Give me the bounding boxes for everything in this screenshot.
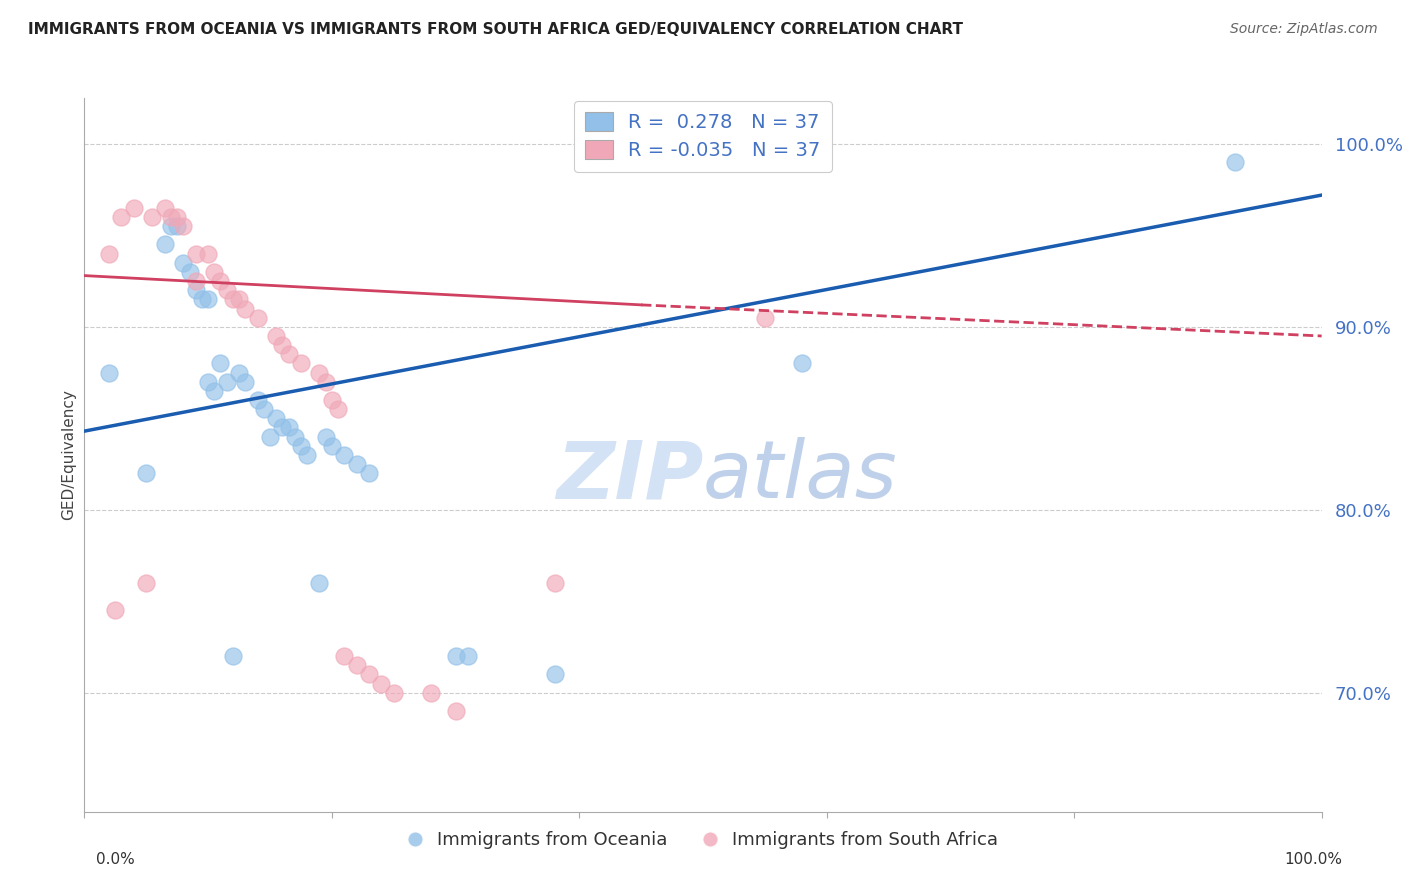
Text: atlas: atlas (703, 437, 898, 516)
Point (754, 310, 776, 325)
Point (543, 576, 565, 591)
Point (284, 429, 307, 443)
Point (233, 375, 256, 389)
Text: ZIP: ZIP (555, 437, 703, 516)
Point (382, 686, 405, 700)
Point (222, 649, 245, 664)
Point (166, 219, 188, 234)
Point (259, 429, 281, 443)
Point (321, 439, 343, 453)
Point (160, 210, 183, 224)
Point (160, 219, 183, 234)
Point (419, 686, 441, 700)
Point (308, 576, 330, 591)
Point (357, 467, 380, 481)
Point (315, 429, 337, 443)
Point (290, 439, 312, 453)
Point (315, 375, 337, 389)
Point (153, 237, 176, 252)
Point (346, 658, 368, 673)
Point (543, 667, 565, 681)
Point (215, 375, 238, 389)
Y-axis label: GED/Equivalency: GED/Equivalency (60, 390, 76, 520)
Point (184, 274, 207, 288)
Point (444, 704, 467, 718)
Point (321, 392, 343, 407)
Text: 0.0%: 0.0% (96, 852, 135, 867)
Point (135, 467, 157, 481)
Point (457, 649, 479, 664)
Point (184, 283, 207, 297)
Point (172, 256, 194, 270)
Point (141, 210, 163, 224)
Point (246, 392, 269, 407)
Point (228, 366, 250, 380)
Point (246, 310, 269, 325)
Point (202, 265, 225, 279)
Point (197, 375, 219, 389)
Point (104, 603, 127, 617)
Point (191, 293, 214, 307)
Point (98, 246, 121, 260)
Point (271, 420, 294, 434)
Point (790, 356, 813, 370)
Point (277, 347, 299, 361)
Point (271, 338, 294, 352)
Point (357, 667, 380, 681)
Point (253, 402, 276, 417)
Text: IMMIGRANTS FROM OCEANIA VS IMMIGRANTS FROM SOUTH AFRICA GED/EQUIVALENCY CORRELAT: IMMIGRANTS FROM OCEANIA VS IMMIGRANTS FR… (28, 22, 963, 37)
Point (209, 356, 232, 370)
Point (153, 201, 176, 215)
Point (1223, 155, 1246, 169)
Point (202, 384, 225, 398)
Legend: Immigrants from Oceania, Immigrants from South Africa: Immigrants from Oceania, Immigrants from… (401, 824, 1005, 856)
Point (98, 366, 121, 380)
Point (166, 210, 188, 224)
Point (308, 366, 330, 380)
Point (333, 649, 356, 664)
Point (444, 649, 467, 664)
Point (135, 576, 157, 591)
Point (333, 448, 356, 462)
Point (197, 246, 219, 260)
Point (370, 676, 392, 690)
Point (209, 274, 232, 288)
Point (179, 265, 201, 279)
Point (228, 293, 250, 307)
Point (264, 411, 287, 425)
Point (215, 283, 238, 297)
Point (197, 293, 219, 307)
Point (233, 301, 256, 316)
Point (264, 329, 287, 343)
Point (184, 246, 207, 260)
Point (295, 448, 318, 462)
Point (122, 201, 145, 215)
Point (110, 210, 132, 224)
Point (290, 356, 312, 370)
Text: 100.0%: 100.0% (1285, 852, 1343, 867)
Text: Source: ZipAtlas.com: Source: ZipAtlas.com (1230, 22, 1378, 37)
Point (172, 219, 194, 234)
Point (326, 402, 349, 417)
Point (277, 420, 299, 434)
Point (346, 457, 368, 471)
Point (222, 293, 245, 307)
